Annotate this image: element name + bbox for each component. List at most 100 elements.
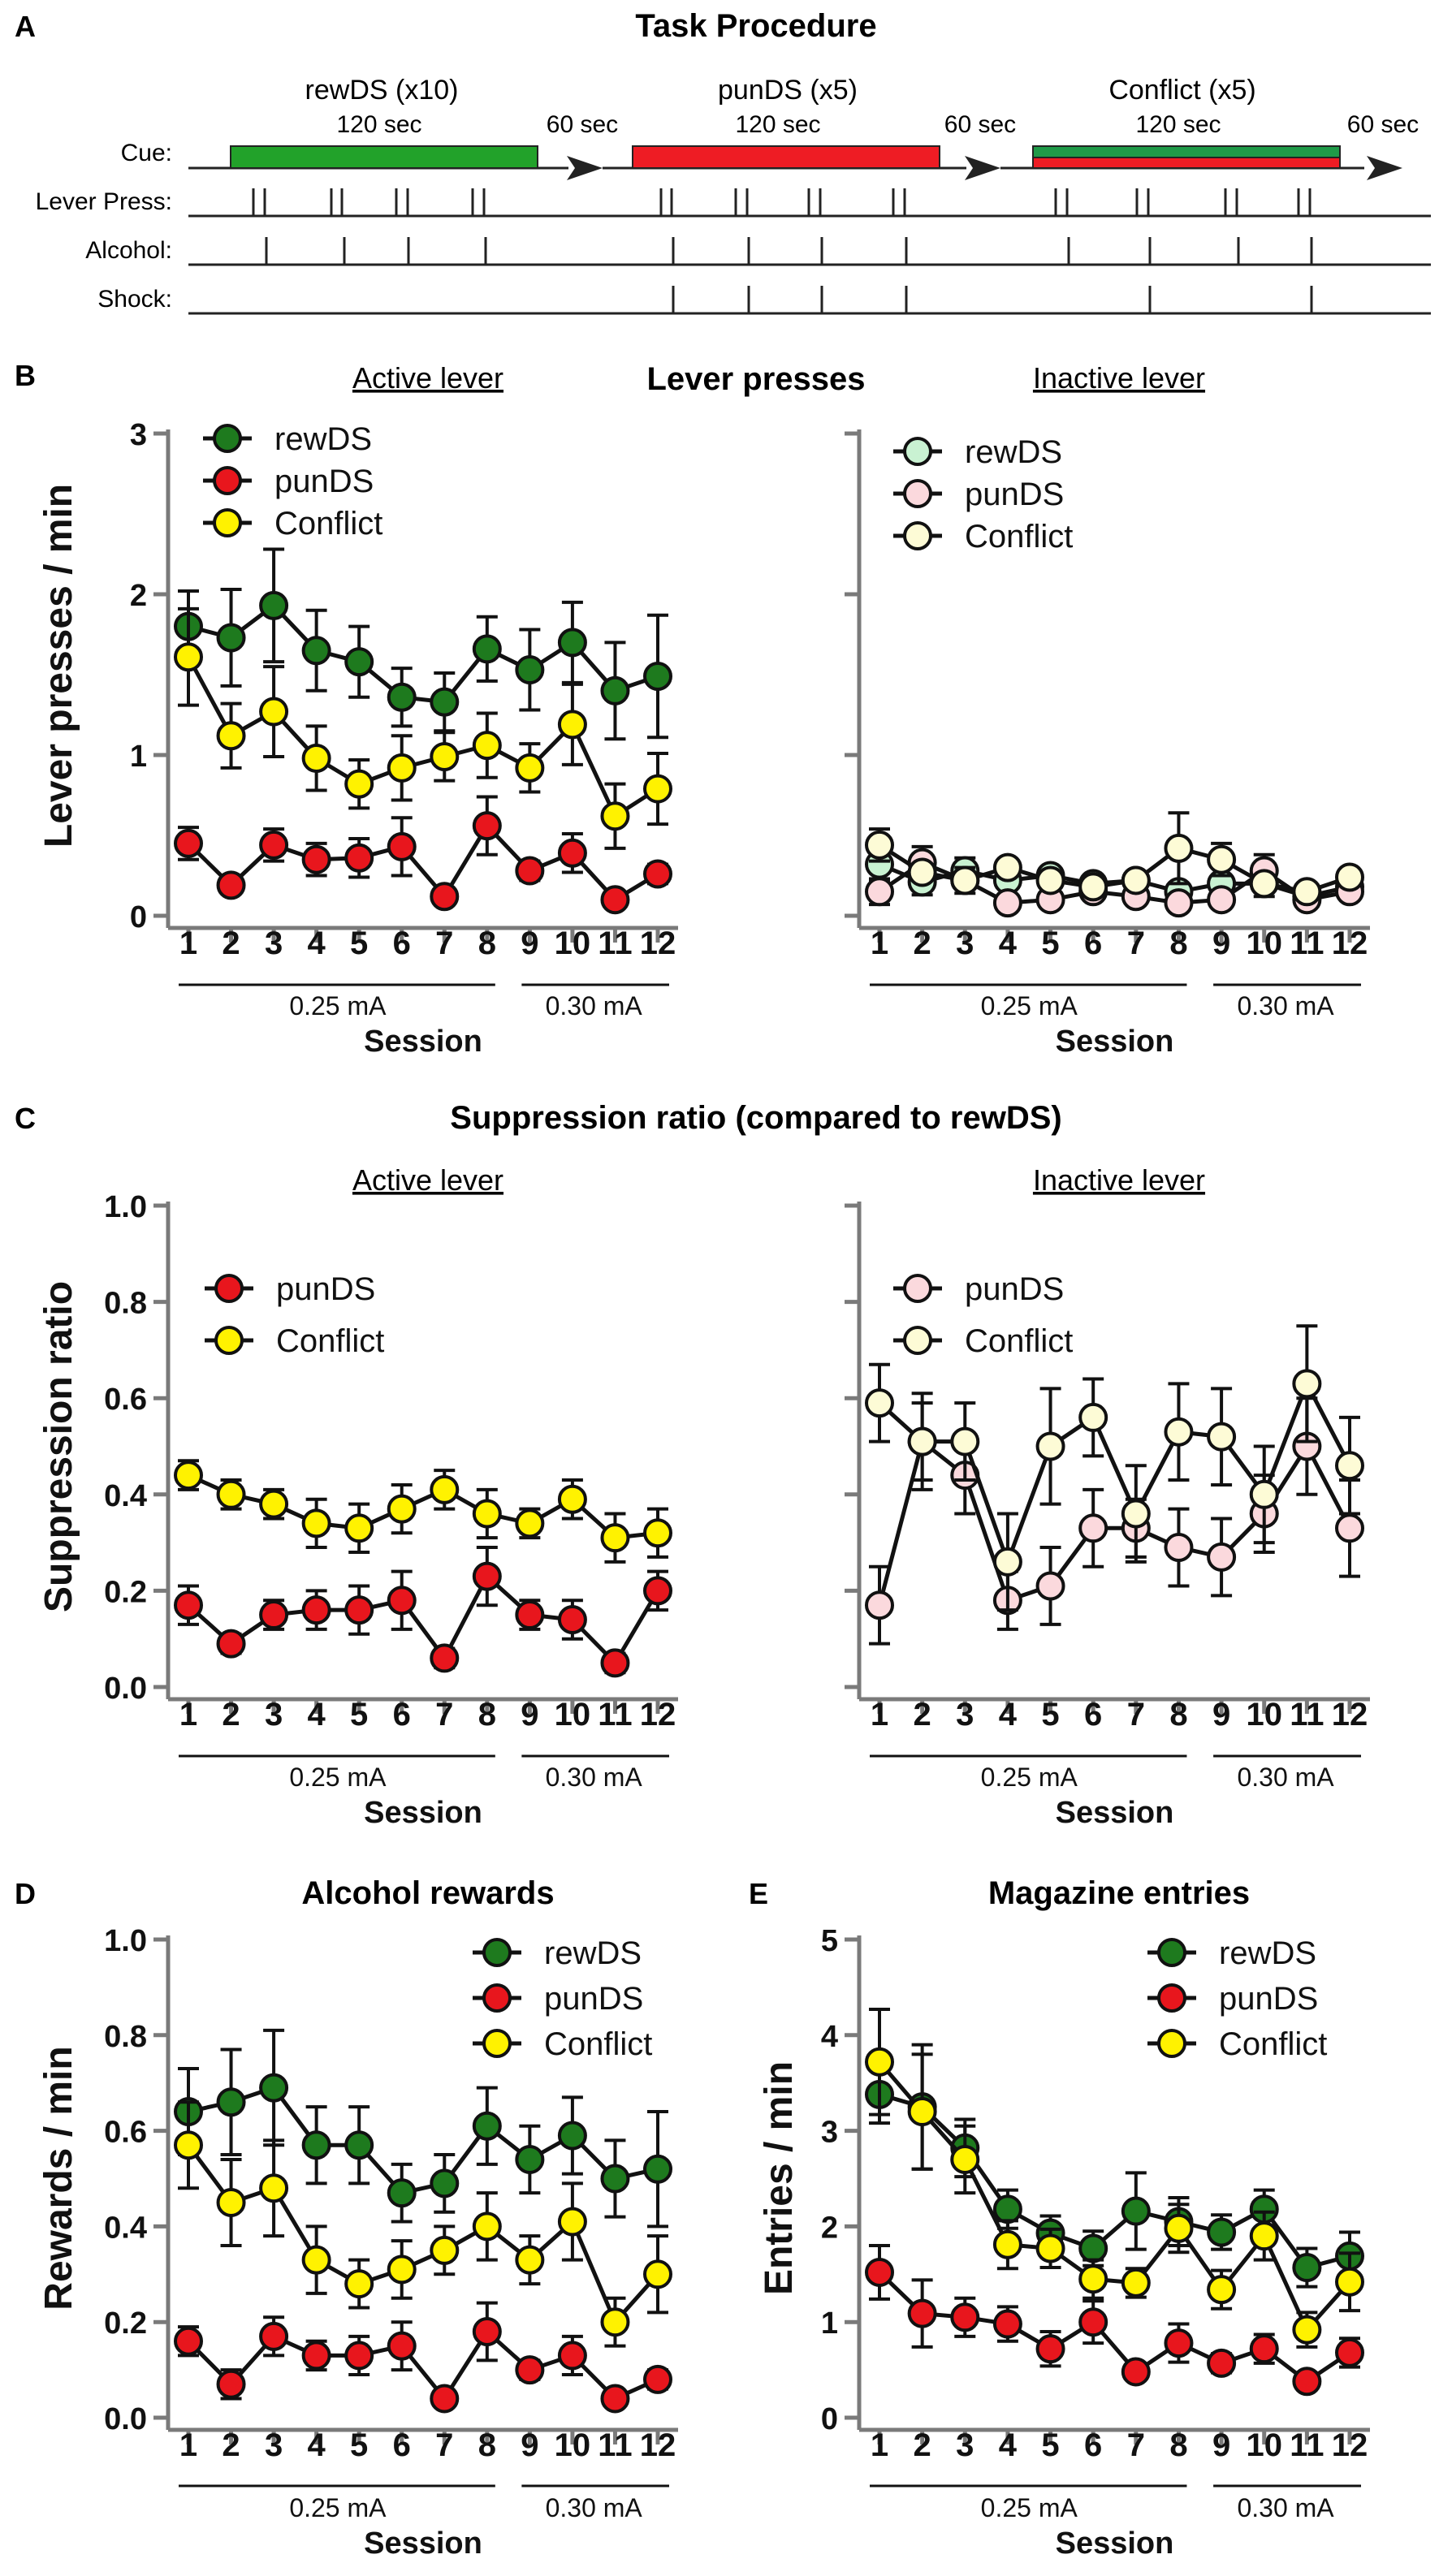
y-tick-label: 1	[821, 2306, 838, 2341]
data-point	[344, 843, 374, 873]
data-point	[216, 2369, 246, 2399]
series-line	[188, 2085, 659, 2195]
chart-suppression-inactive: 1 2 3 4 5 6 7 8 9 10 11 120.25 mA 0.30 mASessionpunD…	[845, 1202, 1370, 1830]
x-tick-label: 9	[521, 926, 538, 961]
series-punds	[174, 795, 672, 915]
data-point	[430, 2384, 460, 2414]
panel-c-left-subtitle: Active lever	[352, 1163, 503, 1197]
panel-e-title: Magazine entries	[988, 1875, 1250, 1911]
data-point	[865, 1590, 894, 1620]
panel-d-title: Alcohol rewards	[301, 1875, 554, 1911]
panel-b-title: Lever presses	[646, 361, 865, 397]
legend-marker	[214, 1326, 244, 1355]
data-point	[174, 828, 203, 858]
block-rewds-duration: 120 sec	[336, 111, 421, 138]
data-point	[950, 2144, 980, 2174]
data-point	[1249, 1479, 1279, 1509]
cue-bar-punds	[632, 145, 940, 169]
series-punds	[865, 2243, 1364, 2397]
data-point	[515, 856, 545, 886]
data-point	[387, 2178, 417, 2208]
series-line	[186, 656, 659, 819]
series-line	[878, 2271, 1351, 2384]
data-point	[259, 590, 289, 620]
data-point	[472, 2111, 502, 2141]
x-tick-label: 4	[308, 2427, 326, 2463]
data-point	[1035, 1571, 1065, 1601]
panel-letter-c: C	[15, 1102, 36, 1135]
data-point	[430, 687, 460, 717]
x-tick-label: 12	[1332, 926, 1368, 961]
data-point	[643, 1576, 672, 1606]
series-rewds	[174, 2028, 672, 2229]
data-point	[1207, 885, 1237, 915]
group-label-025: 0.25 mA	[981, 991, 1078, 1020]
panel-letter-a: A	[15, 10, 36, 43]
x-tick-label: 11	[598, 926, 632, 961]
data-point	[301, 1508, 331, 1538]
x-tick-label: 2	[914, 2427, 931, 2463]
group-label-025: 0.25 mA	[289, 2493, 387, 2522]
x-tick-label: 3	[265, 926, 283, 961]
data-point	[992, 2194, 1022, 2224]
series-line	[878, 1379, 1352, 1568]
data-point	[216, 623, 246, 653]
data-point	[216, 1629, 246, 1659]
panel-letter-e: E	[749, 1877, 768, 1910]
data-point	[557, 710, 587, 740]
legend-label: punDS	[1219, 1981, 1318, 2017]
data-point	[1164, 1417, 1194, 1447]
legend-label: punDS	[276, 1271, 375, 1307]
data-point	[1078, 1402, 1108, 1432]
data-point	[1121, 1499, 1151, 1529]
series-line	[878, 843, 1350, 894]
data-point	[600, 2307, 630, 2337]
data-point	[344, 2341, 374, 2371]
iti-label-3: 60 sec	[1347, 111, 1419, 138]
x-tick-label: 6	[393, 926, 411, 961]
y-axis-label: Rewards / min	[37, 2046, 80, 2310]
data-point	[865, 830, 894, 860]
data-point	[387, 1586, 417, 1616]
legend-label: Conflict	[965, 519, 1073, 554]
data-point	[472, 1561, 502, 1591]
data-point	[216, 2087, 246, 2117]
legend-marker	[213, 466, 242, 495]
legend-item-conflict: Conflict	[893, 519, 1073, 554]
chart-suppression-active: 0.00.20.40.60.81.01 2 3 4 5 6 7 8 9 10 11 120.25 mA…	[37, 1190, 678, 1830]
data-point	[515, 2355, 545, 2385]
data-point	[643, 1518, 672, 1548]
y-tick-label: 1.0	[104, 1924, 147, 1958]
data-point	[301, 2341, 331, 2371]
x-tick-label: 6	[1084, 1697, 1102, 1732]
legend-label: rewDS	[544, 1935, 642, 1971]
data-point	[1292, 2367, 1322, 2397]
legend-item-punds: punDS	[1147, 1981, 1318, 2017]
x-tick-label: 5	[1041, 926, 1059, 961]
y-tick-label: 0.2	[104, 2306, 147, 2341]
legend-item-conflict: Conflict	[893, 1323, 1073, 1359]
data-point	[557, 2341, 587, 2371]
series-conflict	[174, 1459, 672, 1564]
data-point	[344, 1595, 374, 1625]
data-point	[1292, 2315, 1322, 2345]
y-tick-label: 2	[130, 579, 147, 613]
legend-label: rewDS	[965, 434, 1062, 470]
series-conflict	[865, 1324, 1364, 1612]
data-point	[1292, 2253, 1322, 2283]
data-point	[600, 1523, 630, 1553]
legend-label: punDS	[965, 477, 1064, 512]
data-point	[216, 721, 246, 751]
data-point	[301, 1595, 331, 1625]
y-tick-label: 1.0	[104, 1190, 147, 1224]
data-point	[643, 661, 672, 691]
y-tick-label: 0.2	[104, 1575, 147, 1609]
series-conflict	[865, 2007, 1364, 2349]
y-tick-label: 0	[821, 2402, 838, 2436]
panel-c-right-subtitle: Inactive lever	[1033, 1163, 1205, 1197]
series-line	[187, 2328, 659, 2402]
y-tick-label: 0.0	[104, 2402, 147, 2436]
data-point	[1035, 2334, 1065, 2364]
data-point	[1207, 1422, 1237, 1452]
